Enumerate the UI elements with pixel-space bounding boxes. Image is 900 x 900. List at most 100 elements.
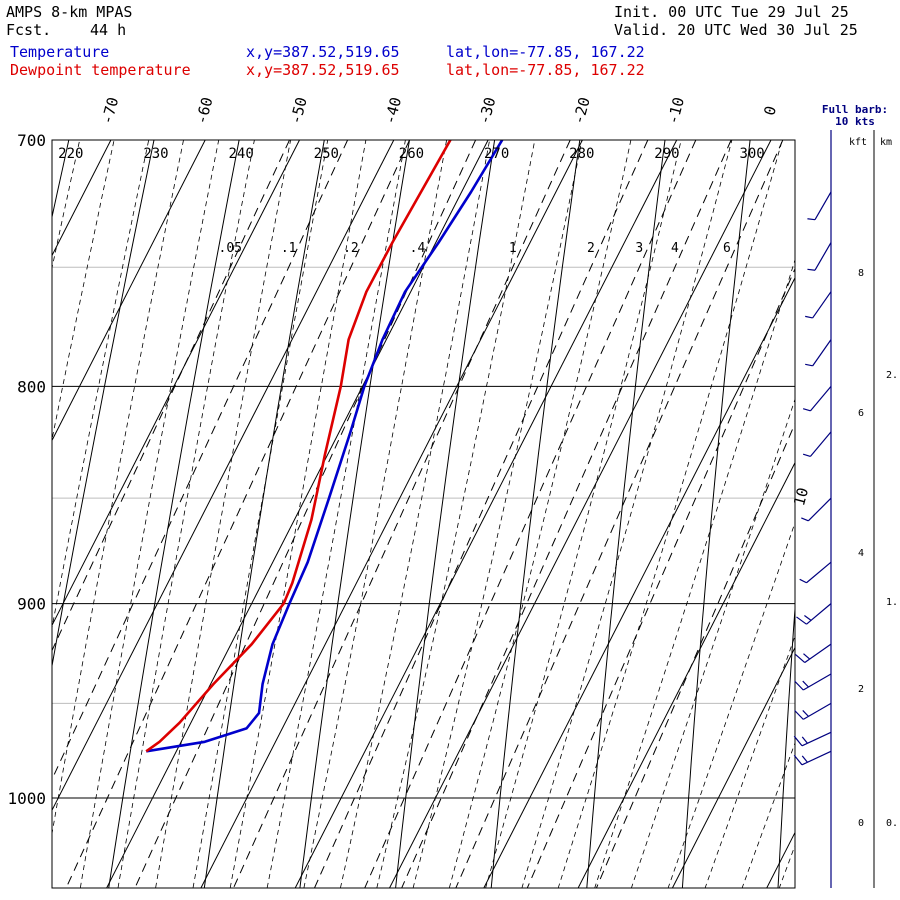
wind-barb	[805, 339, 832, 367]
barb-feather	[794, 710, 804, 720]
isotherm-label: -60	[192, 95, 216, 126]
isotherm-line	[200, 140, 583, 888]
barb-staff	[809, 385, 832, 412]
kft-tick-4: 4	[858, 548, 864, 559]
barb-feather	[805, 315, 813, 319]
wind-barb	[795, 643, 832, 664]
mixing-ratio-label: 2	[587, 241, 595, 256]
pressure-tick-label: 900	[17, 595, 46, 614]
legend-dewpoint-latlon: lat,lon=-77.85, 167.22	[446, 61, 645, 79]
legend-temperature: Temperature	[10, 43, 110, 61]
wind-barb	[805, 291, 832, 319]
isotherm-line	[483, 276, 795, 888]
barb-feather	[793, 754, 803, 766]
barb-staff	[802, 673, 832, 691]
mixing-ratio-line	[364, 140, 697, 888]
isotherm-label: -70	[98, 95, 122, 126]
dry-adiabat-line	[490, 140, 581, 888]
moist-adiabat-line	[448, 140, 632, 888]
wind-barbs	[793, 191, 832, 766]
dewpoint-profile	[145, 140, 452, 753]
moist-adiabat-line	[704, 634, 795, 888]
legend-temperature-xy: x,y=387.52,519.65	[246, 43, 400, 61]
barb-feather	[794, 680, 804, 691]
isotherm-line	[0, 140, 17, 888]
kft-tick-8: 8	[858, 268, 864, 279]
mixing-ratio-label: 1	[509, 241, 517, 256]
barb-feather	[805, 363, 813, 367]
barb-feather	[807, 268, 816, 271]
theta-label: 260	[399, 146, 424, 162]
theta-label: 230	[143, 146, 168, 162]
barb-feather	[801, 755, 808, 763]
isotherm-label: -40	[381, 95, 405, 126]
theta-label: 300	[739, 146, 764, 162]
isotherm-line	[671, 646, 795, 888]
kft-tick-2: 2	[858, 684, 864, 695]
barb-legend-speed: 10 kts	[835, 115, 875, 128]
mixing-ratio-label: .2	[343, 241, 359, 256]
barb-staff	[812, 291, 832, 319]
barb-staff	[801, 750, 832, 766]
moist-adiabat-line	[0, 87, 58, 900]
init-time: Init. 00 UTC Tue 29 Jul 25	[614, 3, 849, 21]
mixing-ratio-line	[455, 140, 784, 888]
kft-unit: kft	[849, 137, 867, 148]
dry-adiabat-line	[586, 140, 666, 888]
wind-barb	[802, 431, 832, 457]
theta-label: 270	[484, 146, 509, 162]
barb-staff	[809, 431, 832, 457]
km-unit: km	[880, 137, 892, 148]
theta-label: 240	[228, 146, 253, 162]
moist-adiabat-line	[52, 140, 150, 630]
forecast-hour-label: Fcst.	[6, 21, 52, 39]
mixing-ratio-line	[52, 140, 349, 781]
isotherm-line	[861, 140, 900, 888]
barb-feather	[795, 653, 806, 663]
legend-dewpoint-xy: x,y=387.52,519.65	[246, 61, 400, 79]
barb-feather	[799, 578, 807, 584]
moist-adiabat-line	[192, 140, 329, 888]
moist-adiabat-line	[79, 140, 220, 888]
barb-staff	[804, 643, 832, 664]
mixing-ratio-line	[52, 140, 290, 652]
plot-frame	[51, 139, 796, 889]
pressure-tick-label: 700	[17, 131, 46, 150]
pressure-tick-label: 800	[17, 377, 46, 396]
model-title: AMPS 8-km MPAS	[6, 3, 133, 21]
barb-feather	[793, 735, 803, 747]
mixing-ratio-line	[401, 140, 732, 888]
isotherm-label: -10	[664, 95, 688, 126]
moist-adiabat-line	[229, 140, 367, 888]
wind-barb	[794, 702, 832, 720]
forecast-hour-value: 44 h	[90, 21, 127, 39]
moist-adiabat-line	[117, 140, 255, 888]
barb-staff	[807, 497, 832, 522]
isotherm-line	[766, 831, 795, 888]
wind-panel: Full barb: 10 kts kft km 8 6 4 2 0 2. 1.…	[793, 103, 898, 888]
barb-feather	[802, 408, 811, 412]
barb-staff	[806, 603, 832, 625]
dry-adiabat-line	[681, 140, 751, 888]
barb-feather	[801, 736, 808, 744]
dry-adiabat-line	[52, 140, 155, 669]
barb-feather	[802, 680, 809, 688]
isotherm-line	[52, 140, 206, 442]
barb-feather	[802, 453, 811, 457]
moist-adiabat-line	[412, 140, 583, 888]
mixing-ratio-label: 6	[723, 241, 731, 256]
barb-legend-title: Full barb:	[822, 103, 888, 116]
dry-adiabat-line	[873, 87, 900, 900]
theta-label: 280	[569, 146, 594, 162]
moist-adiabat-line	[155, 140, 292, 888]
dry-adiabat-line	[777, 602, 795, 888]
barb-staff	[806, 561, 832, 584]
isotherm-label: 0	[760, 104, 780, 117]
mixing-ratio-label: .4	[410, 241, 426, 256]
moist-adiabats	[0, 87, 795, 900]
barb-staff	[812, 339, 832, 367]
wind-barb	[793, 750, 832, 766]
isotherm-line	[52, 140, 395, 812]
dry-adiabat-line	[108, 140, 240, 888]
